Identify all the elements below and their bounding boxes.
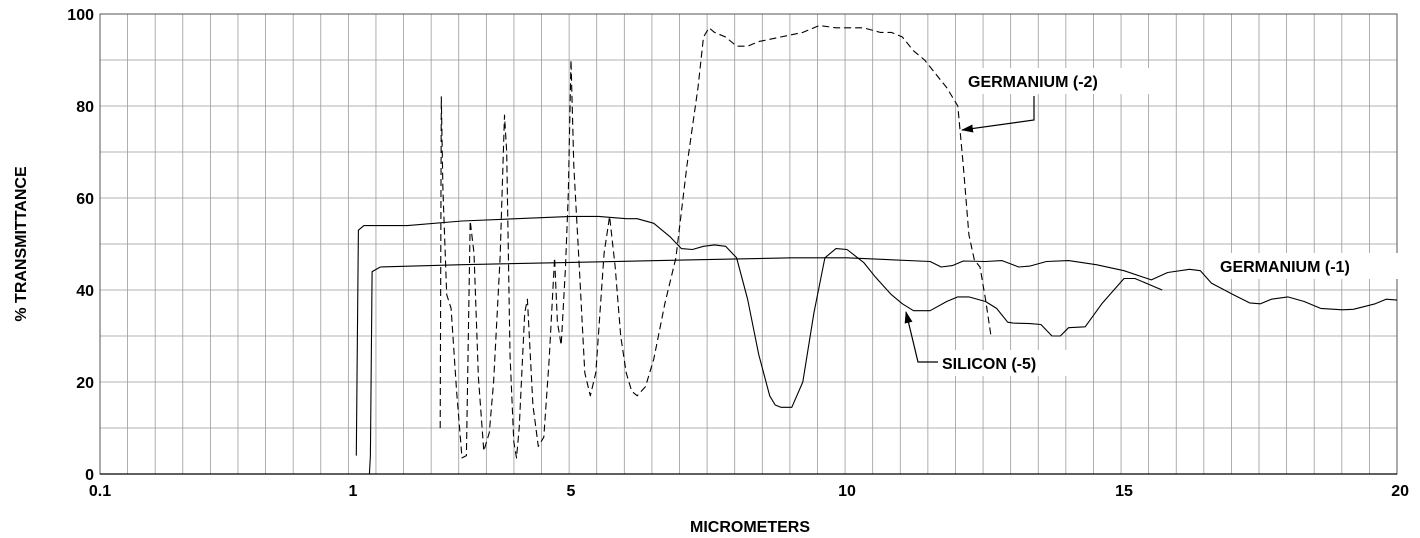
germanium-2-line [439, 24, 992, 459]
series-lines [355, 24, 1398, 475]
y-tick-label: 60 [76, 191, 94, 208]
label-bg [1214, 253, 1398, 279]
y-tick-label: 100 [67, 7, 94, 24]
annotations: GERMANIUM (-2) GERMANIUM (-1) SILICON (-5) [904, 68, 1398, 376]
germanium-1-line [368, 257, 1398, 475]
x-tick-label: 1 [349, 483, 358, 500]
axes [99, 13, 1398, 475]
x-tick-labels: 0.1 1 5 10 15 20 [89, 483, 1409, 500]
silicon-5-line [355, 215, 1163, 456]
x-tick-label: 0.1 [89, 483, 111, 500]
label-germanium-1: GERMANIUM (-1) [1220, 259, 1350, 276]
label-bg [936, 350, 1076, 376]
label-silicon-5: SILICON (-5) [942, 356, 1036, 373]
y-tick-label: 0 [85, 467, 94, 484]
arrow-germanium-2 [961, 96, 1035, 133]
grid-lines [99, 13, 1398, 475]
y-tick-label: 20 [76, 375, 94, 392]
x-tick-label: 5 [567, 483, 576, 500]
y-axis-label: % TRANSMITTANCE [13, 166, 30, 322]
y-tick-labels: 0 20 40 60 80 100 [67, 7, 94, 484]
x-tick-label: 20 [1391, 483, 1409, 500]
y-tick-label: 40 [76, 283, 94, 300]
label-bg [962, 68, 1150, 94]
arrow-silicon-5 [904, 311, 938, 363]
x-tick-label: 10 [838, 483, 856, 500]
x-axis-label: MICROMETERS [690, 519, 810, 536]
x-tick-label: 15 [1115, 483, 1133, 500]
y-tick-label: 80 [76, 99, 94, 116]
label-germanium-2: GERMANIUM (-2) [968, 74, 1098, 91]
